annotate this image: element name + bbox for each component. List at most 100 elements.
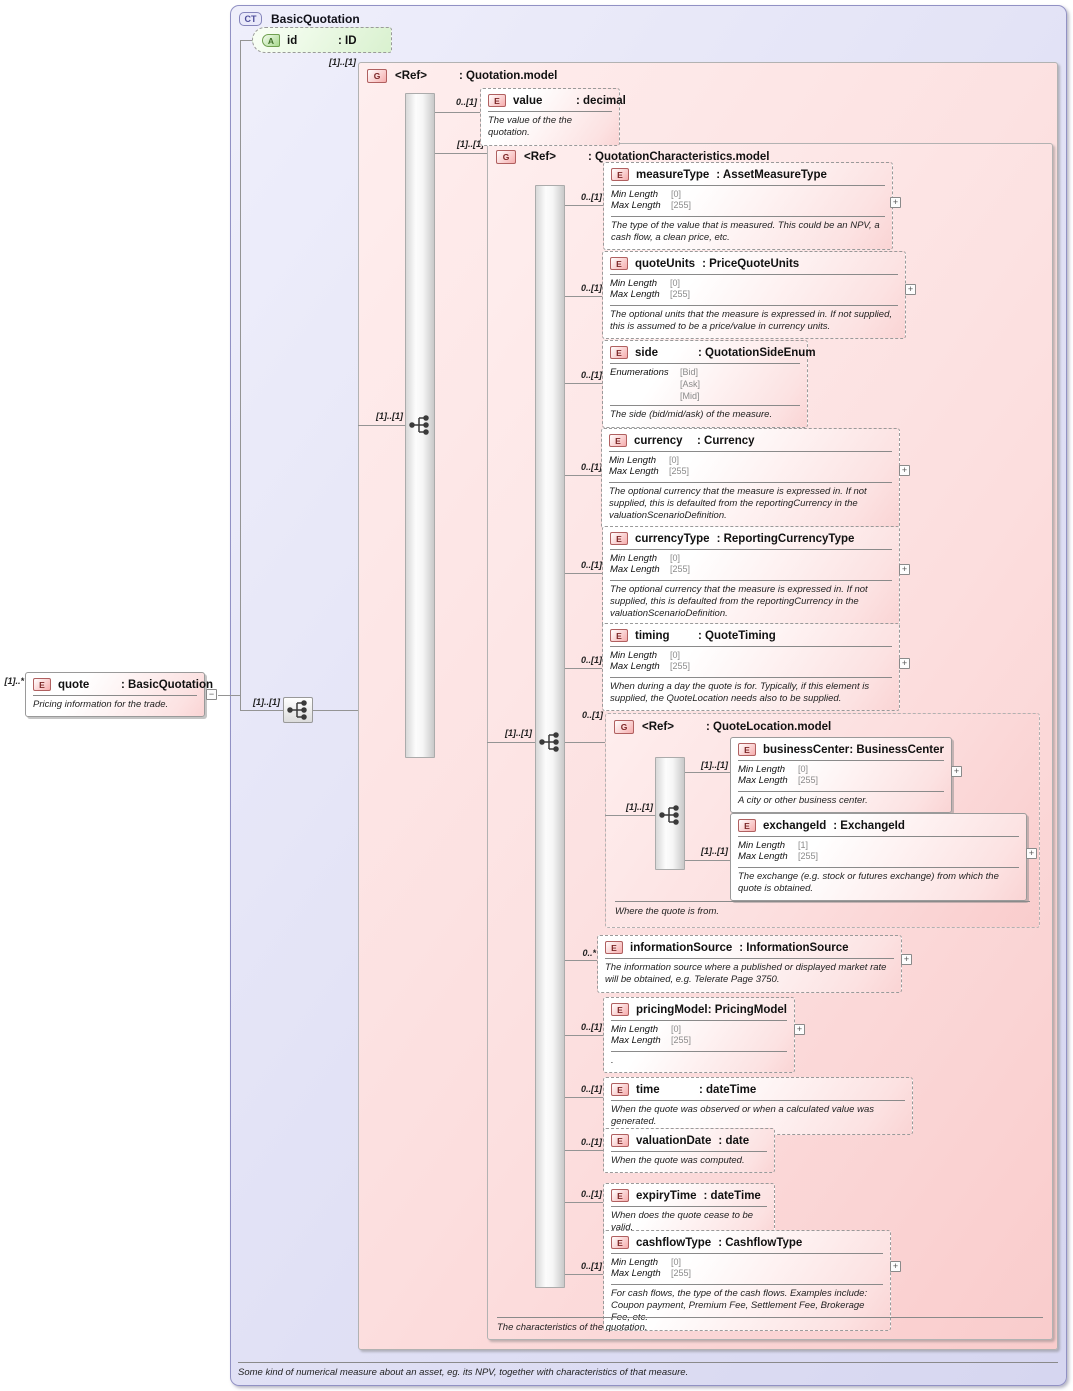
element-name: pricingModel	[636, 1003, 708, 1016]
expand-button[interactable]: +	[951, 766, 962, 777]
sequence-icon	[409, 415, 429, 435]
element-annotation: The type of the value that is measured. …	[611, 219, 880, 244]
element-badge: E	[610, 629, 628, 642]
element-businessCenter[interactable]: E businessCenter : BusinessCenter Min Le…	[730, 737, 952, 814]
group-ref-name: <Ref>	[642, 721, 674, 733]
connector-line	[435, 153, 487, 154]
expand-button[interactable]: +	[794, 1024, 805, 1035]
divider	[605, 958, 894, 959]
element-measureType[interactable]: E measureType : AssetMeasureType Min Len…	[603, 162, 893, 251]
cardinality-label: 0..*	[582, 948, 596, 958]
facet-label: Min Length	[610, 650, 658, 661]
divider	[611, 1253, 883, 1254]
element-type: : ReportingCurrencyType	[716, 532, 855, 545]
connector-line	[565, 960, 597, 961]
facet-value: [255]	[798, 851, 819, 862]
element-exchangeId[interactable]: E exchangeId : ExchangeId Min Length [1] …	[730, 813, 1027, 902]
facet-value: [255]	[798, 775, 819, 786]
cardinality-label: 0..[1]	[580, 462, 602, 472]
facet-label: Min Length	[611, 1257, 659, 1268]
group-type: : QuotationCharacteristics.model	[588, 151, 770, 163]
facet-value: [0]	[671, 189, 682, 199]
group-header: G <Ref> : QuotationCharacteristics.model	[488, 144, 1052, 170]
facet-value: [1]	[798, 840, 809, 850]
element-badge: E	[611, 1189, 629, 1202]
element-informationSource[interactable]: E informationSource : InformationSource …	[597, 935, 902, 993]
expand-button[interactable]: +	[899, 658, 910, 669]
element-valuationDate[interactable]: E valuationDate : date When the quote wa…	[603, 1128, 775, 1174]
element-currency[interactable]: E currency : Currency Min Length [0] Max …	[601, 428, 900, 529]
element-name: currencyType	[635, 532, 710, 545]
connector-line	[487, 742, 535, 743]
element-annotation: When does the quote cease to be valid.	[611, 1210, 754, 1234]
cardinality-label: 0..[1]	[580, 1022, 602, 1032]
collapse-button[interactable]: −	[206, 689, 217, 700]
element-badge: E	[611, 1083, 629, 1096]
cardinality-label: 0..[1]	[580, 560, 602, 570]
connector-line	[565, 573, 602, 574]
element-annotation: .	[611, 1054, 614, 1066]
connector-line	[240, 40, 252, 41]
expand-button[interactable]: +	[905, 284, 916, 295]
element-timing[interactable]: E timing : QuoteTiming Min Length [0] Max…	[602, 623, 900, 712]
cardinality-label: [1]..[1]	[626, 802, 653, 812]
cardinality-label: 0..[1]	[580, 1261, 602, 1271]
element-type: : dateTime	[703, 1189, 761, 1202]
element-annotation: The optional currency that the measure i…	[609, 485, 867, 522]
expand-button[interactable]: +	[1026, 848, 1037, 859]
connector-line	[565, 205, 603, 206]
divider	[738, 836, 1019, 837]
expand-button[interactable]: +	[899, 465, 910, 476]
expand-button[interactable]: +	[899, 564, 910, 575]
element-pricingModel[interactable]: E pricingModel : PricingModel Min Length…	[603, 997, 795, 1074]
element-cashflowType[interactable]: E cashflowType : CashflowType Min Length…	[603, 1230, 891, 1331]
facet-label: Max Length	[610, 564, 660, 576]
element-name: quoteUnits	[635, 257, 696, 270]
facet-label: Max Length	[610, 661, 660, 673]
group-type: : QuoteLocation.model	[706, 721, 832, 733]
connector-line	[565, 475, 601, 476]
expand-button[interactable]: +	[901, 954, 912, 965]
element-quoteUnits[interactable]: E quoteUnits : PriceQuoteUnits Min Lengt…	[602, 251, 906, 340]
facet-value: [0]	[670, 553, 681, 563]
expand-button[interactable]: +	[890, 1261, 901, 1272]
element-side[interactable]: E side : QuotationSideEnum Enumerations …	[602, 340, 816, 428]
expand-button[interactable]: +	[890, 197, 901, 208]
element-type: : QuotationSideEnum	[698, 346, 816, 359]
element-name: measureType	[636, 168, 710, 181]
element-annotation: When the quote was observed or when a ca…	[611, 1104, 874, 1128]
element-currencyType[interactable]: E currencyType : ReportingCurrencyType M…	[602, 526, 900, 627]
complextype-header: CT BasicQuotation	[231, 6, 1066, 32]
element-type: : PricingModel	[707, 1003, 787, 1016]
element-name: side	[635, 346, 659, 359]
connector-line	[565, 1097, 603, 1098]
group-badge: G	[496, 150, 516, 164]
divider	[610, 579, 892, 581]
divider	[33, 695, 197, 696]
facet-label: Min Length	[611, 189, 659, 200]
element-type: : decimal	[576, 94, 626, 107]
element-name: cashflowType	[636, 1236, 712, 1249]
divider	[610, 405, 800, 407]
divider	[611, 185, 885, 186]
element-value[interactable]: E value : decimal The value of the the q…	[480, 88, 626, 146]
connector-line	[240, 710, 283, 711]
element-quote[interactable]: E quote : BasicQuotation Pricing informa…	[25, 672, 213, 718]
group-ref-name: <Ref>	[524, 151, 556, 163]
sequence-icon	[539, 732, 559, 752]
group-type: : Quotation.model	[459, 70, 558, 82]
cardinality-label: [1]..*	[4, 676, 24, 686]
cardinality-label: 0..[1]	[581, 710, 603, 720]
cardinality-label: [1]..[1]	[253, 697, 280, 707]
element-type: : AssetMeasureType	[716, 168, 827, 181]
group-annotation: The characteristics of the quotation.	[497, 1317, 1043, 1334]
facet-label: Max Length	[611, 200, 661, 212]
element-type: : BusinessCenter	[849, 743, 944, 756]
attribute-id[interactable]: A id : ID	[252, 27, 392, 53]
cardinality-label: [1]..[1]	[701, 846, 728, 856]
connector-line	[565, 1202, 603, 1203]
element-name: value	[513, 94, 543, 107]
element-time[interactable]: E time : dateTime When the quote was obs…	[603, 1077, 913, 1135]
facet-value: [255]	[670, 661, 691, 672]
element-badge: E	[610, 257, 628, 270]
